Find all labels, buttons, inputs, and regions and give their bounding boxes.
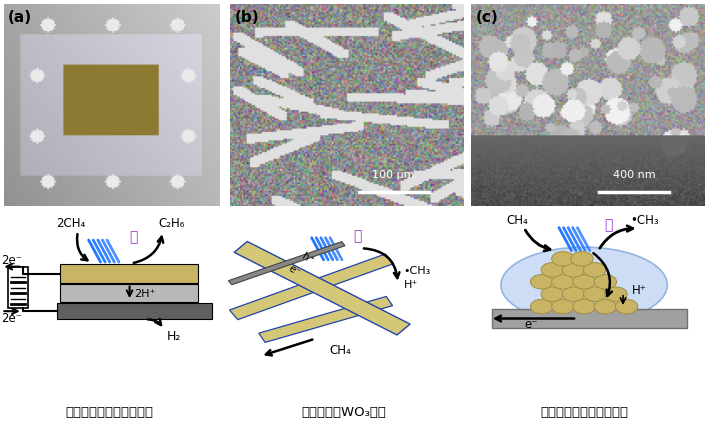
Text: •CH₃: •CH₃ xyxy=(404,266,430,276)
Bar xyxy=(492,309,687,328)
Circle shape xyxy=(530,275,553,289)
Circle shape xyxy=(573,275,595,289)
Bar xyxy=(8,266,28,308)
Polygon shape xyxy=(259,297,392,343)
Circle shape xyxy=(541,287,564,301)
Text: H⁺: H⁺ xyxy=(404,280,418,290)
Bar xyxy=(60,264,198,283)
Text: 100 μm: 100 μm xyxy=(372,170,415,180)
Text: e⁻: e⁻ xyxy=(524,318,538,331)
Polygon shape xyxy=(229,254,394,320)
Text: (c): (c) xyxy=(476,10,498,26)
Circle shape xyxy=(541,263,564,277)
Text: 全固体型光電気化学セル: 全固体型光電気化学セル xyxy=(66,406,154,419)
Polygon shape xyxy=(229,242,345,285)
Text: CH₄: CH₄ xyxy=(329,344,350,357)
Text: C₂H₆: C₂H₆ xyxy=(158,218,185,230)
Text: 光: 光 xyxy=(129,230,137,244)
Circle shape xyxy=(552,299,574,314)
Text: •CH₃: •CH₃ xyxy=(630,214,658,227)
Text: 2CH₄: 2CH₄ xyxy=(56,218,86,230)
Circle shape xyxy=(583,287,606,301)
Text: H₂: H₂ xyxy=(166,330,181,343)
Text: h⁺: h⁺ xyxy=(300,252,316,266)
Circle shape xyxy=(562,287,585,301)
Text: ガス拡散性WO₃電極: ガス拡散性WO₃電極 xyxy=(301,406,386,419)
Circle shape xyxy=(573,299,595,314)
Text: (b): (b) xyxy=(235,10,259,26)
Circle shape xyxy=(583,263,606,277)
Text: 400 nm: 400 nm xyxy=(613,170,656,180)
Circle shape xyxy=(605,287,627,301)
Text: 2e⁻: 2e⁻ xyxy=(1,254,22,267)
Bar xyxy=(57,303,212,320)
Text: H⁺: H⁺ xyxy=(632,284,646,297)
Polygon shape xyxy=(234,241,410,335)
Circle shape xyxy=(594,299,617,314)
Text: 光: 光 xyxy=(353,229,362,243)
Circle shape xyxy=(552,252,574,266)
Circle shape xyxy=(571,252,593,266)
Circle shape xyxy=(615,299,638,314)
Circle shape xyxy=(552,275,574,289)
Text: 光: 光 xyxy=(605,218,613,232)
Text: CH₄: CH₄ xyxy=(506,214,527,227)
Text: 2e⁻: 2e⁻ xyxy=(1,312,22,325)
Ellipse shape xyxy=(501,247,667,323)
Bar xyxy=(60,283,198,302)
Circle shape xyxy=(530,299,553,314)
Circle shape xyxy=(594,275,617,289)
Text: 2H⁺: 2H⁺ xyxy=(135,289,156,299)
Text: e⁻: e⁻ xyxy=(286,263,302,278)
Circle shape xyxy=(562,263,585,277)
Text: 光電気化学的な三相界面: 光電気化学的な三相界面 xyxy=(540,406,628,419)
Text: (a): (a) xyxy=(8,10,32,26)
